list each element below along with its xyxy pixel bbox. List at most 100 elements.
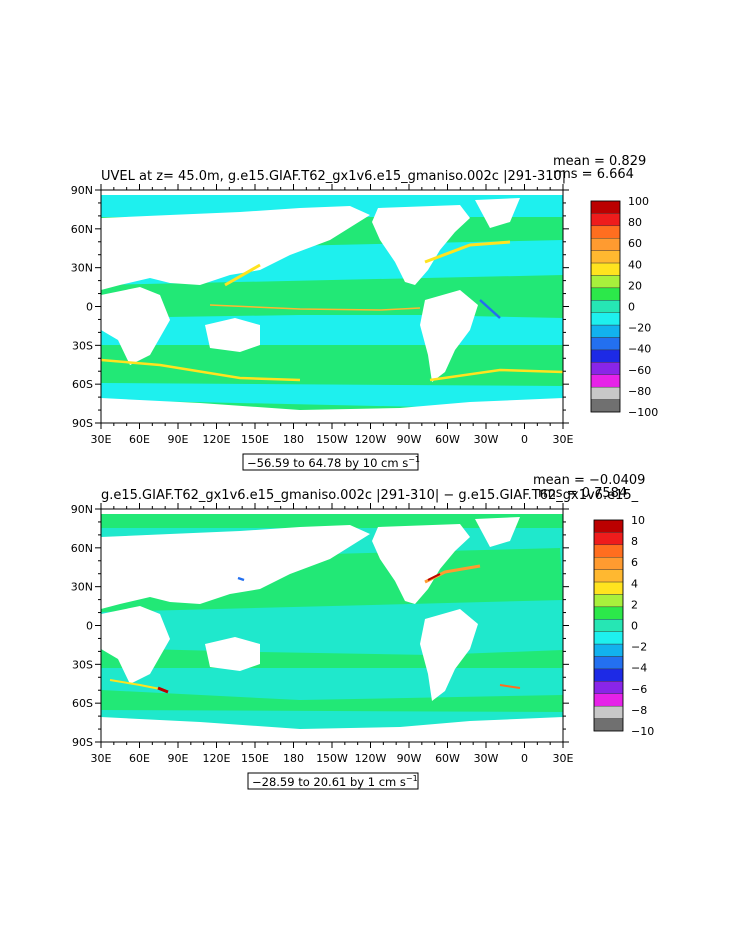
y-tick-label: 60S (72, 697, 93, 710)
colorbar-label: 6 (631, 556, 638, 569)
colorbar-label: −80 (628, 385, 651, 398)
colorbar-label: 8 (631, 535, 638, 548)
colorbar-label: 60 (628, 237, 642, 250)
mean-stat: mean = 0.829 (553, 154, 646, 169)
land-africa (101, 606, 170, 684)
y-tick-label: 60N (71, 223, 93, 236)
colorbar-label: −8 (631, 704, 647, 717)
land-north-america (372, 205, 470, 285)
colorbar-swatch (590, 225, 621, 239)
colorbar-swatch (593, 693, 624, 707)
y-tick-label: 30S (72, 658, 93, 671)
mean-stat: mean = −0.0409 (533, 473, 645, 488)
rms-stat: rms = 6.664 (553, 167, 634, 182)
x-tick-label: 90E (168, 433, 189, 446)
land-australia (205, 318, 260, 352)
x-tick-label: 150E (241, 433, 269, 446)
axes: 30E 60E 90E 120E 150E 180 150W 120W 90W 60W 30W 0 30… (71, 184, 574, 446)
land-africa (101, 287, 170, 365)
land-australia (205, 637, 260, 671)
colorbar-swatch (590, 238, 621, 251)
y-tick-label: 90S (72, 417, 93, 430)
colorbar-swatch (590, 287, 621, 301)
land-antarctica (101, 717, 563, 742)
jet-streak (424, 240, 511, 264)
y-tick-label: 30S (72, 339, 93, 352)
colorbar-label: 80 (628, 216, 642, 229)
colorbar-swatch (590, 275, 621, 289)
colorbar-label: −20 (628, 322, 651, 335)
x-tick-label: 90E (168, 752, 189, 765)
jet-streak (479, 299, 501, 319)
y-tick-label: 90S (72, 736, 93, 749)
x-tick-label: 30E (91, 433, 112, 446)
colorbar: 100 80 60 40 20 0 −20 −40 −60 −80 −100 (590, 195, 658, 419)
colorbar-swatch (590, 374, 621, 388)
colorbar-swatch (590, 337, 621, 351)
land-greenland (475, 198, 520, 228)
colorbar-label: −60 (628, 364, 651, 377)
y-tick-label: 30N (71, 581, 93, 594)
colorbar-swatch (590, 300, 621, 313)
x-tick-label: 120W (355, 433, 387, 446)
colorbar-label: 2 (631, 598, 638, 611)
colorbar-label: −100 (628, 406, 658, 419)
x-tick-label: 0 (521, 752, 528, 765)
y-tick-label: 0 (86, 620, 93, 633)
jet-streak (101, 358, 301, 382)
x-tick-label: 30E (553, 433, 574, 446)
colorbar-label: 0 (631, 620, 638, 633)
land-antarctica (101, 398, 563, 423)
range-box (242, 453, 419, 471)
land-south-america (420, 609, 478, 701)
colorbar-swatch (593, 718, 624, 732)
x-tick-label: 90W (397, 752, 422, 765)
colorbar-label: −10 (631, 725, 654, 738)
land-eurasia (101, 206, 370, 290)
colorbar-swatch (590, 200, 621, 214)
colorbar-frame (590, 200, 621, 413)
contour-band (101, 383, 563, 410)
colorbar-swatch (593, 606, 624, 620)
x-tick-label: 60W (435, 433, 460, 446)
jet-streak (224, 263, 261, 287)
panel-title: UVEL at z= 45.0m, g.e15.GIAF.T62_gx1v6.e… (101, 169, 566, 184)
x-tick-label: 90W (397, 433, 422, 446)
land-north-america (372, 524, 470, 604)
x-tick-label: 150W (316, 433, 348, 446)
range-box (247, 772, 419, 790)
colorbar-swatch (593, 668, 624, 682)
panel-title: g.e15.GIAF.T62_gx1v6.e15_gmaniso.002c |2… (101, 488, 639, 503)
colorbar-swatch (593, 631, 624, 645)
colorbar-swatch (590, 312, 621, 326)
colorbar-swatch (593, 581, 624, 595)
colorbar-label: −4 (631, 662, 647, 675)
colorbar-label: 40 (628, 258, 642, 271)
anomaly-streak (499, 684, 521, 689)
jet-streak (429, 368, 563, 382)
range-label: −56.59 to 64.78 by 10 cm s−1 (247, 455, 420, 470)
x-tick-label: 180 (283, 433, 304, 446)
colorbar-swatch (590, 362, 621, 375)
anomaly-streak (427, 573, 441, 581)
colorbar-swatch (590, 324, 621, 338)
colorbar-label: −6 (631, 683, 647, 696)
colorbar-swatch (590, 399, 621, 413)
x-tick-label: 60E (129, 752, 150, 765)
x-tick-label: 60E (129, 433, 150, 446)
x-tick-label: 30W (474, 433, 499, 446)
colorbar-swatch (590, 213, 621, 227)
colorbar-swatch (593, 705, 624, 719)
y-tick-label: 90N (71, 184, 93, 197)
jet-streak (209, 304, 421, 311)
colorbar-swatch (593, 544, 624, 558)
colorbar-label: 0 (628, 301, 635, 314)
colorbar-swatch (593, 532, 624, 546)
colorbar-label: 4 (631, 577, 638, 590)
y-tick-label: 60N (71, 542, 93, 555)
colorbar-swatch (593, 619, 624, 632)
colorbar-swatch (590, 262, 621, 276)
range-unit-exponent: −1 (408, 455, 420, 464)
x-tick-label: 120W (355, 752, 387, 765)
map-area (101, 190, 563, 423)
